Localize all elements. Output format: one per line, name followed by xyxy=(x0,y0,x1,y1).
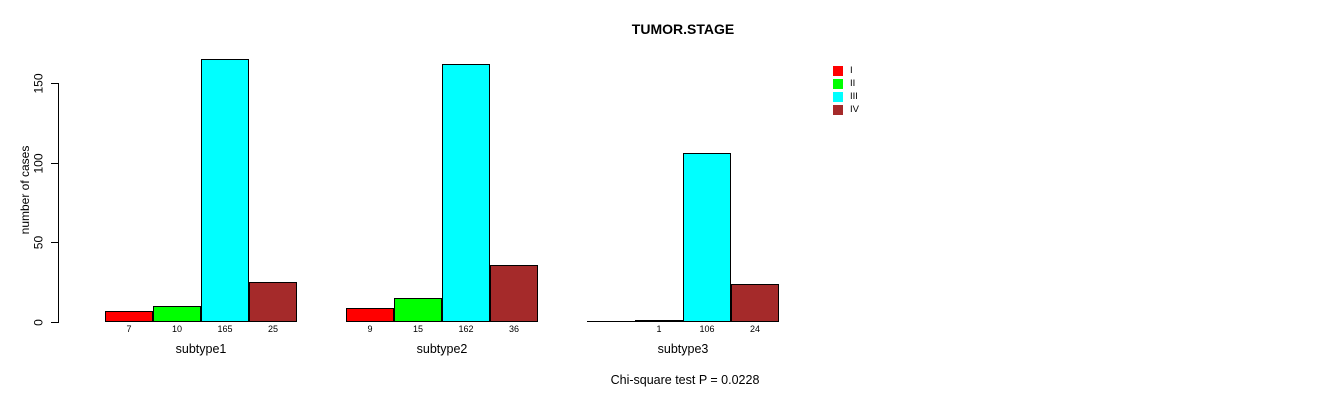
bar-ii-subtype2 xyxy=(394,298,442,322)
y-axis-tick-label: 150 xyxy=(31,73,46,94)
bar-i-subtype3 xyxy=(587,321,635,322)
y-axis-label: number of cases xyxy=(18,145,32,235)
legend-swatch-icon xyxy=(833,66,843,76)
legend-item-label: II xyxy=(850,78,856,89)
bar-value-label: 7 xyxy=(126,324,132,334)
legend-item-ii: II xyxy=(833,79,859,89)
bar-value-label: 106 xyxy=(699,324,715,334)
bar-value-label: 24 xyxy=(749,324,760,334)
bar-iv-subtype1 xyxy=(249,282,297,322)
bar-value-label: 10 xyxy=(171,324,182,334)
y-axis-tick xyxy=(51,163,58,164)
category-label-subtype3: subtype3 xyxy=(657,342,709,356)
category-label-subtype1: subtype1 xyxy=(175,342,227,356)
legend-item-iii: III xyxy=(833,92,859,102)
bar-iv-subtype2 xyxy=(490,265,538,322)
y-axis-tick-label: 50 xyxy=(31,235,46,250)
bar-iii-subtype3 xyxy=(683,153,731,322)
y-axis-tick-label: 0 xyxy=(31,319,46,326)
y-axis-line xyxy=(58,83,59,323)
y-axis-tick xyxy=(51,83,58,84)
bar-i-subtype1 xyxy=(105,311,153,322)
legend-swatch-icon xyxy=(833,92,843,102)
legend-item-label: IV xyxy=(850,104,859,115)
bar-i-subtype2 xyxy=(346,308,394,322)
bar-value-label: 162 xyxy=(458,324,474,334)
bar-ii-subtype3 xyxy=(635,320,683,322)
legend-item-i: I xyxy=(833,66,859,76)
bar-iv-subtype3 xyxy=(731,284,779,322)
bar-value-label: 1 xyxy=(656,324,662,334)
bar-iii-subtype1 xyxy=(201,59,249,322)
bar-ii-subtype1 xyxy=(153,306,201,322)
y-axis-tick xyxy=(51,322,58,323)
bar-value-label: 36 xyxy=(508,324,519,334)
bar-value-label xyxy=(587,324,635,335)
legend-swatch-icon xyxy=(833,79,843,89)
category-label-subtype2: subtype2 xyxy=(416,342,468,356)
bar-value-label: 15 xyxy=(412,324,423,334)
annotation-text: Chi-square test P = 0.0228 xyxy=(610,373,760,387)
legend-item-iv: IV xyxy=(833,105,859,115)
bar-value-label: 25 xyxy=(267,324,278,334)
chart-title: TUMOR.STAGE xyxy=(631,21,735,37)
legend-item-label: I xyxy=(850,65,853,76)
legend-swatch-icon xyxy=(833,105,843,115)
bar-value-label: 165 xyxy=(217,324,233,334)
y-axis-tick xyxy=(51,242,58,243)
legend-item-label: III xyxy=(850,91,858,102)
y-axis-tick-label: 100 xyxy=(31,153,46,174)
bar-value-label: 9 xyxy=(367,324,373,334)
bar-iii-subtype2 xyxy=(442,64,490,322)
legend: I II III IV xyxy=(833,66,859,118)
